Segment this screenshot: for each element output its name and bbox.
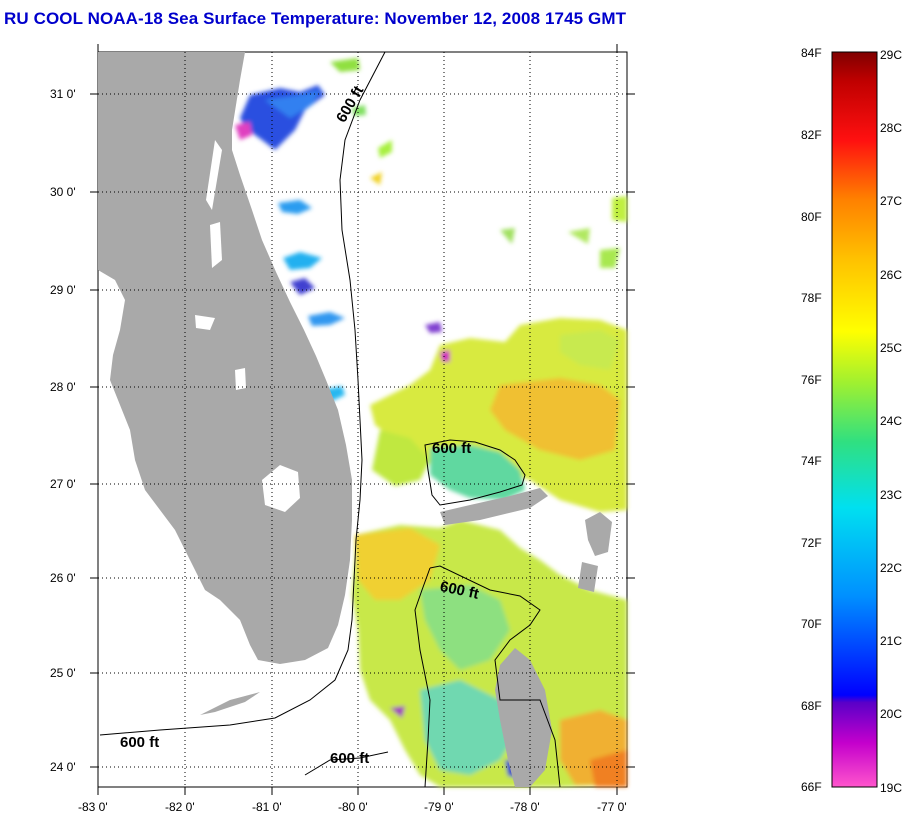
lat-label-26: 26 0' bbox=[50, 571, 76, 585]
lat-label-27: 27 0' bbox=[50, 477, 76, 491]
colorbar-f-label: 84F bbox=[801, 46, 822, 60]
lat-label-31: 31 0' bbox=[50, 87, 76, 101]
colorbar-c-label: 22C bbox=[880, 561, 903, 575]
colorbar-c-label: 28C bbox=[880, 121, 903, 135]
colorbar-c-label: 24C bbox=[880, 414, 903, 428]
lon-label-77: -77 0' bbox=[597, 800, 627, 814]
lon-label-82: -82 0' bbox=[165, 800, 195, 814]
lat-label-25: 25 0' bbox=[50, 666, 76, 680]
colorbar-c-label: 25C bbox=[880, 341, 903, 355]
colorbar-f-label: 70F bbox=[801, 617, 822, 631]
isobath-label: 600 ft bbox=[120, 734, 160, 751]
lon-label-79: -79 0' bbox=[424, 800, 454, 814]
lon-label-78: -78 0' bbox=[510, 800, 540, 814]
colorbar-c-label: 20C bbox=[880, 707, 903, 721]
lat-label-30: 30 0' bbox=[50, 185, 76, 199]
colorbar-c-label: 21C bbox=[880, 634, 903, 648]
colorbar-c-label: 27C bbox=[880, 194, 903, 208]
colorbar-f-label: 72F bbox=[801, 536, 822, 550]
colorbar-c-label: 29C bbox=[880, 48, 903, 62]
grid-lines bbox=[98, 52, 627, 787]
axis-ticks bbox=[90, 44, 635, 795]
colorbar bbox=[831, 51, 878, 788]
lon-label-80: -80 0' bbox=[338, 800, 368, 814]
colorbar-f-label: 74F bbox=[801, 454, 822, 468]
map-title: RU COOL NOAA-18 Sea Surface Temperature:… bbox=[4, 9, 627, 28]
colorbar-f-label: 76F bbox=[801, 373, 822, 387]
sst-data-layer bbox=[235, 58, 627, 787]
lon-label-83: -83 0' bbox=[78, 800, 108, 814]
lat-label-24: 24 0' bbox=[50, 760, 76, 774]
isobath-lines bbox=[99, 51, 561, 788]
colorbar-f-label: 68F bbox=[801, 699, 822, 713]
colorbar-c-label: 23C bbox=[880, 488, 903, 502]
colorbar-c-label: 19C bbox=[880, 781, 903, 795]
isobath-label: 600 ft bbox=[432, 440, 472, 457]
colorbar-c-label: 26C bbox=[880, 268, 903, 282]
lon-label-81: -81 0' bbox=[252, 800, 282, 814]
colorbar-f-label: 66F bbox=[801, 780, 822, 794]
colorbar-f-label: 78F bbox=[801, 291, 822, 305]
colorbar-f-label: 82F bbox=[801, 128, 822, 142]
colorbar-f-label: 80F bbox=[801, 210, 822, 224]
lat-label-29: 29 0' bbox=[50, 283, 76, 297]
isobath-label: 600 ft bbox=[330, 750, 370, 767]
lat-label-28: 28 0' bbox=[50, 380, 76, 394]
